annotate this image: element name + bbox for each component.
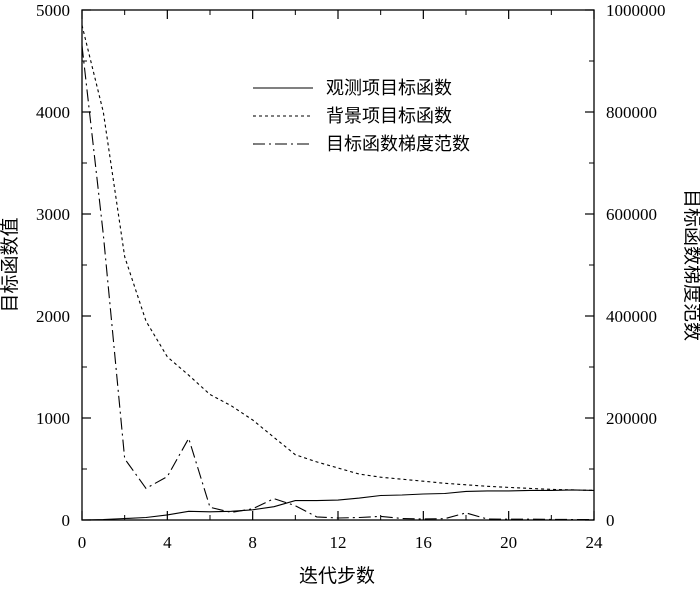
x-tick-label: 16 [415, 533, 432, 552]
series-line-2 [81, 25, 595, 491]
left-y-tick-label: 4000 [36, 103, 70, 122]
series-lines [81, 25, 595, 521]
left-y-tick-label: 0 [62, 511, 71, 530]
left-y-tick-label: 3000 [36, 205, 70, 224]
axis-ticks [81, 9, 595, 521]
x-tick-label: 12 [330, 533, 347, 552]
legend-label-1: 观测项目标函数 [326, 78, 452, 98]
right-y-tick-label: 1000000 [606, 1, 666, 20]
x-tick-label: 4 [163, 533, 172, 552]
x-tick-label: 24 [586, 533, 604, 552]
legend-label-3: 目标函数梯度范数 [326, 134, 470, 154]
x-axis-title: 迭代步数 [299, 565, 375, 587]
right-y-tick-label: 800000 [606, 103, 657, 122]
x-tick-label: 8 [248, 533, 257, 552]
right-y-axis-title: 目标函数梯度范数 [681, 189, 700, 341]
left-y-tick-label: 2000 [36, 307, 70, 326]
right-y-tick-label: 0 [606, 511, 615, 530]
x-tick-label: 0 [78, 533, 87, 552]
left-y-axis-title: 目标函数值 [0, 217, 21, 312]
left-y-tick-label: 5000 [36, 1, 70, 20]
tick-labels: 0 4 8 12 16 20 2401000200030004000500002000004… [36, 1, 666, 552]
right-y-tick-label: 600000 [606, 205, 657, 224]
right-y-tick-label: 200000 [606, 409, 657, 428]
legend-label-2: 背景项目标函数 [326, 106, 452, 126]
right-y-tick-label: 400000 [606, 307, 657, 326]
left-y-tick-label: 1000 [36, 409, 70, 428]
x-tick-label: 20 [500, 533, 517, 552]
